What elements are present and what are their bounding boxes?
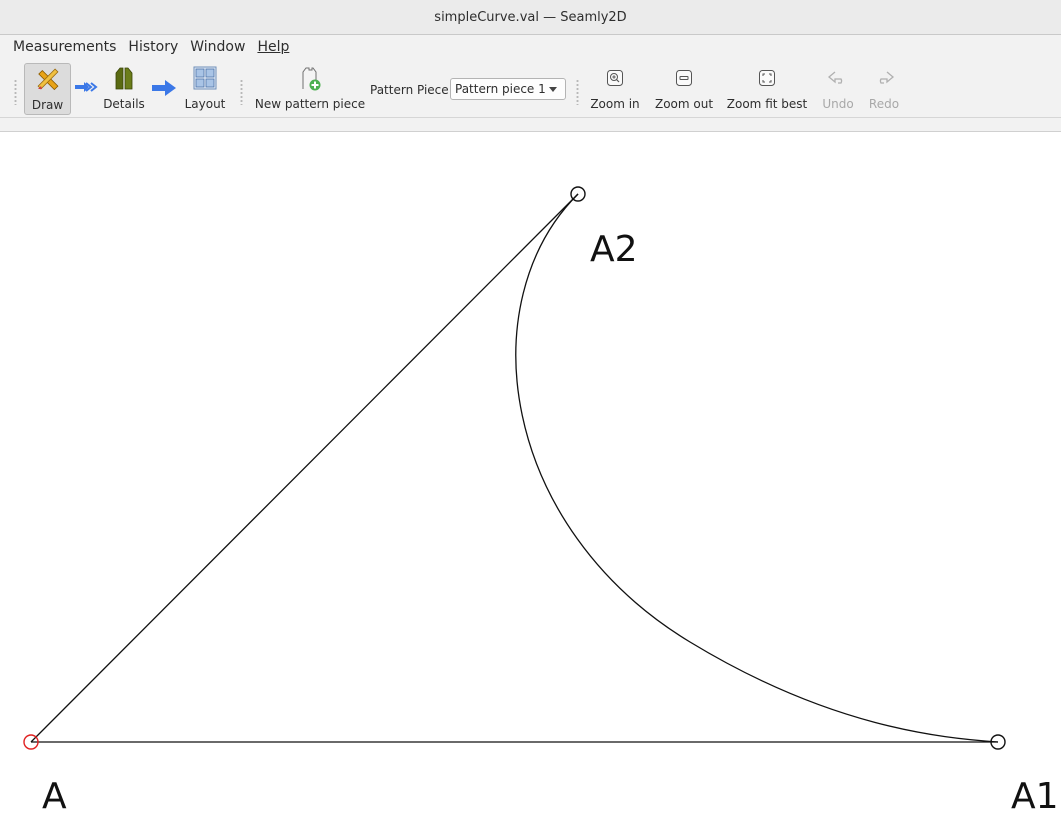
draw-mode-button[interactable]: Draw [24,63,71,115]
secondary-toolbar [0,118,1061,132]
zoom-in-button[interactable]: Zoom in [589,63,641,115]
details-mode-label: Details [103,97,145,111]
menu-help[interactable]: Help [257,39,290,55]
zoom-out-button[interactable]: Zoom out [653,63,715,115]
redo-label: Redo [868,97,900,111]
point-a1-marker[interactable] [990,734,1006,750]
drawing-canvas[interactable]: A A1 A2 [0,132,1061,838]
pencil-ruler-icon [35,64,61,94]
new-pattern-piece-label: New pattern piece [254,97,366,111]
menu-history[interactable]: History [128,39,179,55]
point-a2-label[interactable]: A2 [590,229,638,270]
main-toolbar: Draw Details Layout [0,59,1061,118]
layout-mode-button[interactable]: Layout [181,63,229,115]
garment-icon [111,63,137,93]
pattern-piece-value: Pattern piece 1 [455,82,546,96]
point-a-label[interactable]: A [42,776,67,817]
arrow-right-icon [152,80,176,96]
new-pattern-piece-button[interactable]: New pattern piece [255,63,365,115]
undo-icon [827,63,849,93]
menu-measurements[interactable]: Measurements [13,39,117,55]
undo-button[interactable]: Undo [820,63,856,115]
undo-label: Undo [822,97,854,111]
window-title: simpleCurve.val — Seamly2D [434,9,627,25]
draw-mode-label: Draw [31,98,64,112]
toolbar-grip[interactable] [240,79,243,105]
pattern-piece-label: Pattern Piece: [370,83,453,97]
new-pattern-piece-icon [298,63,322,93]
zoom-in-label: Zoom in [590,97,640,111]
zoom-out-icon [675,63,693,93]
zoom-fit-best-button[interactable]: Zoom fit best [727,63,807,115]
point-a1-label[interactable]: A1 [1011,776,1059,817]
redo-icon [873,63,895,93]
point-a2-marker[interactable] [570,186,586,202]
zoom-fit-icon [758,63,776,93]
menu-bar: Measurements History Window Help [0,35,1061,59]
point-a-marker[interactable] [23,734,39,750]
zoom-in-icon [606,63,624,93]
double-arrow-icon [75,82,98,92]
toolbar-grip[interactable] [14,79,17,105]
curve-a2-a1[interactable] [515,193,999,743]
menu-window[interactable]: Window [190,39,246,55]
zoom-fit-best-label: Zoom fit best [726,97,808,111]
redo-button[interactable]: Redo [866,63,902,115]
line-a-a2[interactable] [30,193,579,743]
pattern-piece-select[interactable]: Pattern piece 1 [450,78,566,100]
toolbar-grip[interactable] [576,79,579,105]
title-bar: simpleCurve.val — Seamly2D [0,0,1061,35]
layout-sheet-icon [192,63,218,93]
chevron-down-icon [549,87,557,92]
zoom-out-label: Zoom out [654,97,714,111]
layout-mode-label: Layout [184,97,226,111]
details-mode-button[interactable]: Details [100,63,148,115]
